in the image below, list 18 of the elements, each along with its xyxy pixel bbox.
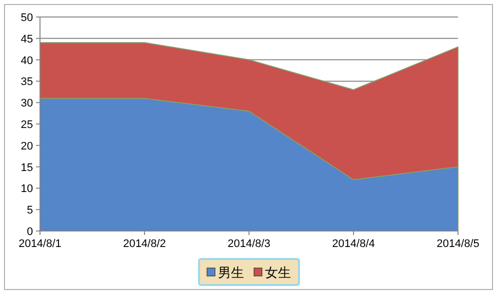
legend-label: 男生 [218,265,244,280]
x-tick-label: 2014/8/4 [332,238,375,250]
x-tick-label: 2014/8/2 [123,238,166,250]
y-tick-label: 15 [20,162,33,174]
y-tick-label: 35 [20,76,33,88]
y-tick-label: 40 [20,54,33,67]
x-tick-label: 2014/8/3 [228,238,270,250]
y-tick-label: 0 [26,226,33,238]
y-tick-label: 30 [20,98,33,110]
y-tick-label: 10 [20,183,33,196]
y-tick-label: 50 [20,12,33,24]
x-tick-label: 2014/8/1 [18,238,62,250]
y-tick-label: 20 [20,140,33,152]
y-tick-label: 45 [20,33,33,46]
y-tick-label: 5 [26,204,33,217]
y-tick-label: 25 [20,119,33,131]
legend-label: 女生 [265,265,291,280]
x-tick-label: 2014/8/5 [436,238,480,250]
